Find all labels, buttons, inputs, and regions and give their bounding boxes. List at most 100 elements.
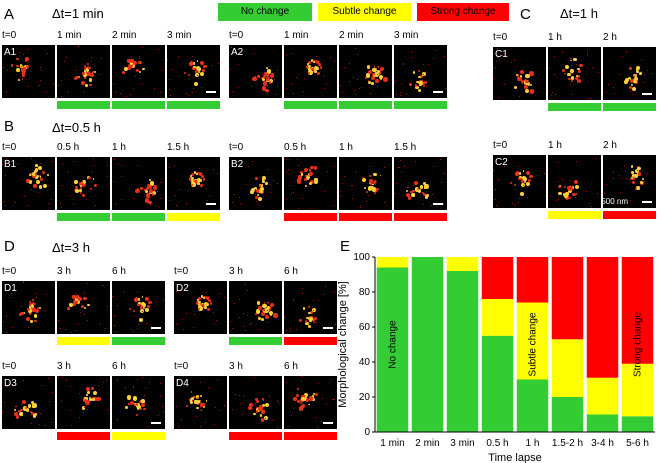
fluorescence-spot (149, 181, 155, 186)
background-spot (78, 45, 80, 47)
background-spot (118, 164, 120, 166)
fluorescence-spot (35, 164, 39, 167)
fluorescence-spot (268, 81, 272, 84)
background-spot (569, 179, 571, 181)
fluorescence-spot (195, 395, 200, 399)
fluorescence-spot (301, 403, 306, 408)
background-spot (316, 426, 318, 428)
background-spot (114, 325, 116, 327)
background-spot (519, 197, 521, 199)
background-spot (400, 171, 402, 173)
background-spot (199, 168, 200, 170)
fluorescence-spot (273, 313, 278, 318)
time-label: 6 h (112, 266, 126, 277)
background-spot (514, 205, 516, 207)
background-spot (60, 399, 62, 401)
background-spot (36, 297, 38, 299)
fluorescence-spot (295, 393, 300, 398)
background-spot (334, 324, 336, 326)
y-tick-label: 20 (359, 392, 371, 403)
background-spot (351, 184, 353, 186)
fluorescence-spot (570, 57, 573, 60)
fluorescence-spot (564, 192, 570, 197)
fluorescence-spot (28, 173, 31, 176)
background-spot (361, 87, 363, 89)
background-spot (344, 66, 346, 68)
background-spot (443, 203, 445, 205)
fluorescence-spot (85, 84, 88, 87)
background-spot (78, 323, 80, 325)
fluorescence-spot (140, 309, 144, 314)
fluorescence-spot (255, 313, 258, 315)
background-spot (126, 95, 128, 97)
background-spot (629, 200, 631, 202)
background-spot (430, 205, 432, 207)
fluorescence-spot (308, 171, 313, 176)
background-spot (360, 205, 362, 207)
background-spot (6, 158, 8, 160)
background-spot (159, 197, 161, 199)
fluorescence-spot (307, 305, 311, 309)
background-spot (193, 313, 195, 315)
background-spot (28, 327, 30, 329)
fluorescence-spot (34, 308, 40, 314)
fluorescence-spot (32, 298, 34, 301)
background-spot (139, 78, 141, 80)
microscopy-image: A2 (229, 45, 282, 98)
bar-segment (481, 335, 514, 432)
background-spot (301, 380, 303, 382)
background-spot (188, 78, 190, 80)
background-spot (4, 402, 6, 404)
background-spot (400, 92, 402, 94)
fluorescence-spot (26, 179, 30, 183)
fluorescence-spot (75, 300, 78, 303)
fluorescence-spot (259, 189, 263, 193)
background-spot (58, 320, 60, 322)
background-spot (2, 320, 4, 322)
background-spot (83, 292, 85, 294)
fluorescence-spot (27, 309, 33, 314)
fluorescence-spot (67, 307, 70, 310)
fluorescence-spot (628, 85, 633, 90)
background-spot (24, 196, 26, 198)
background-spot (543, 173, 545, 175)
background-spot (587, 55, 589, 57)
background-spot (293, 180, 295, 182)
background-spot (267, 181, 269, 183)
fluorescence-spot (308, 64, 312, 69)
fluorescence-spot (265, 182, 268, 185)
fluorescence-spot (268, 78, 273, 83)
background-spot (644, 73, 646, 75)
background-spot (48, 400, 50, 402)
background-spot (519, 95, 521, 97)
fluorescence-spot (265, 72, 269, 77)
fluorescence-spot (136, 405, 141, 410)
background-spot (422, 204, 424, 206)
background-spot (339, 191, 341, 193)
fluorescence-spot (258, 305, 263, 310)
background-spot (255, 189, 257, 191)
background-spot (303, 77, 305, 79)
background-spot (121, 199, 123, 201)
background-spot (231, 91, 233, 93)
sample-label: A2 (231, 47, 244, 58)
fluorescence-spot (151, 190, 156, 195)
time-label: t=0 (174, 266, 189, 277)
background-spot (200, 382, 202, 384)
background-spot (549, 67, 551, 69)
background-spot (569, 197, 571, 199)
background-spot (215, 320, 217, 322)
fluorescence-spot (528, 178, 532, 182)
fluorescence-spot (362, 178, 367, 183)
background-spot (332, 398, 334, 400)
fluorescence-spot (521, 82, 524, 85)
microscopy-image (112, 157, 165, 210)
background-spot (69, 195, 71, 197)
background-spot (325, 286, 327, 287)
fluorescence-spot (261, 318, 265, 322)
background-spot (142, 46, 144, 48)
fluorescence-spot (198, 171, 203, 176)
background-spot (355, 93, 357, 95)
fluorescence-spot (18, 409, 21, 413)
fluorescence-spot (262, 77, 265, 81)
